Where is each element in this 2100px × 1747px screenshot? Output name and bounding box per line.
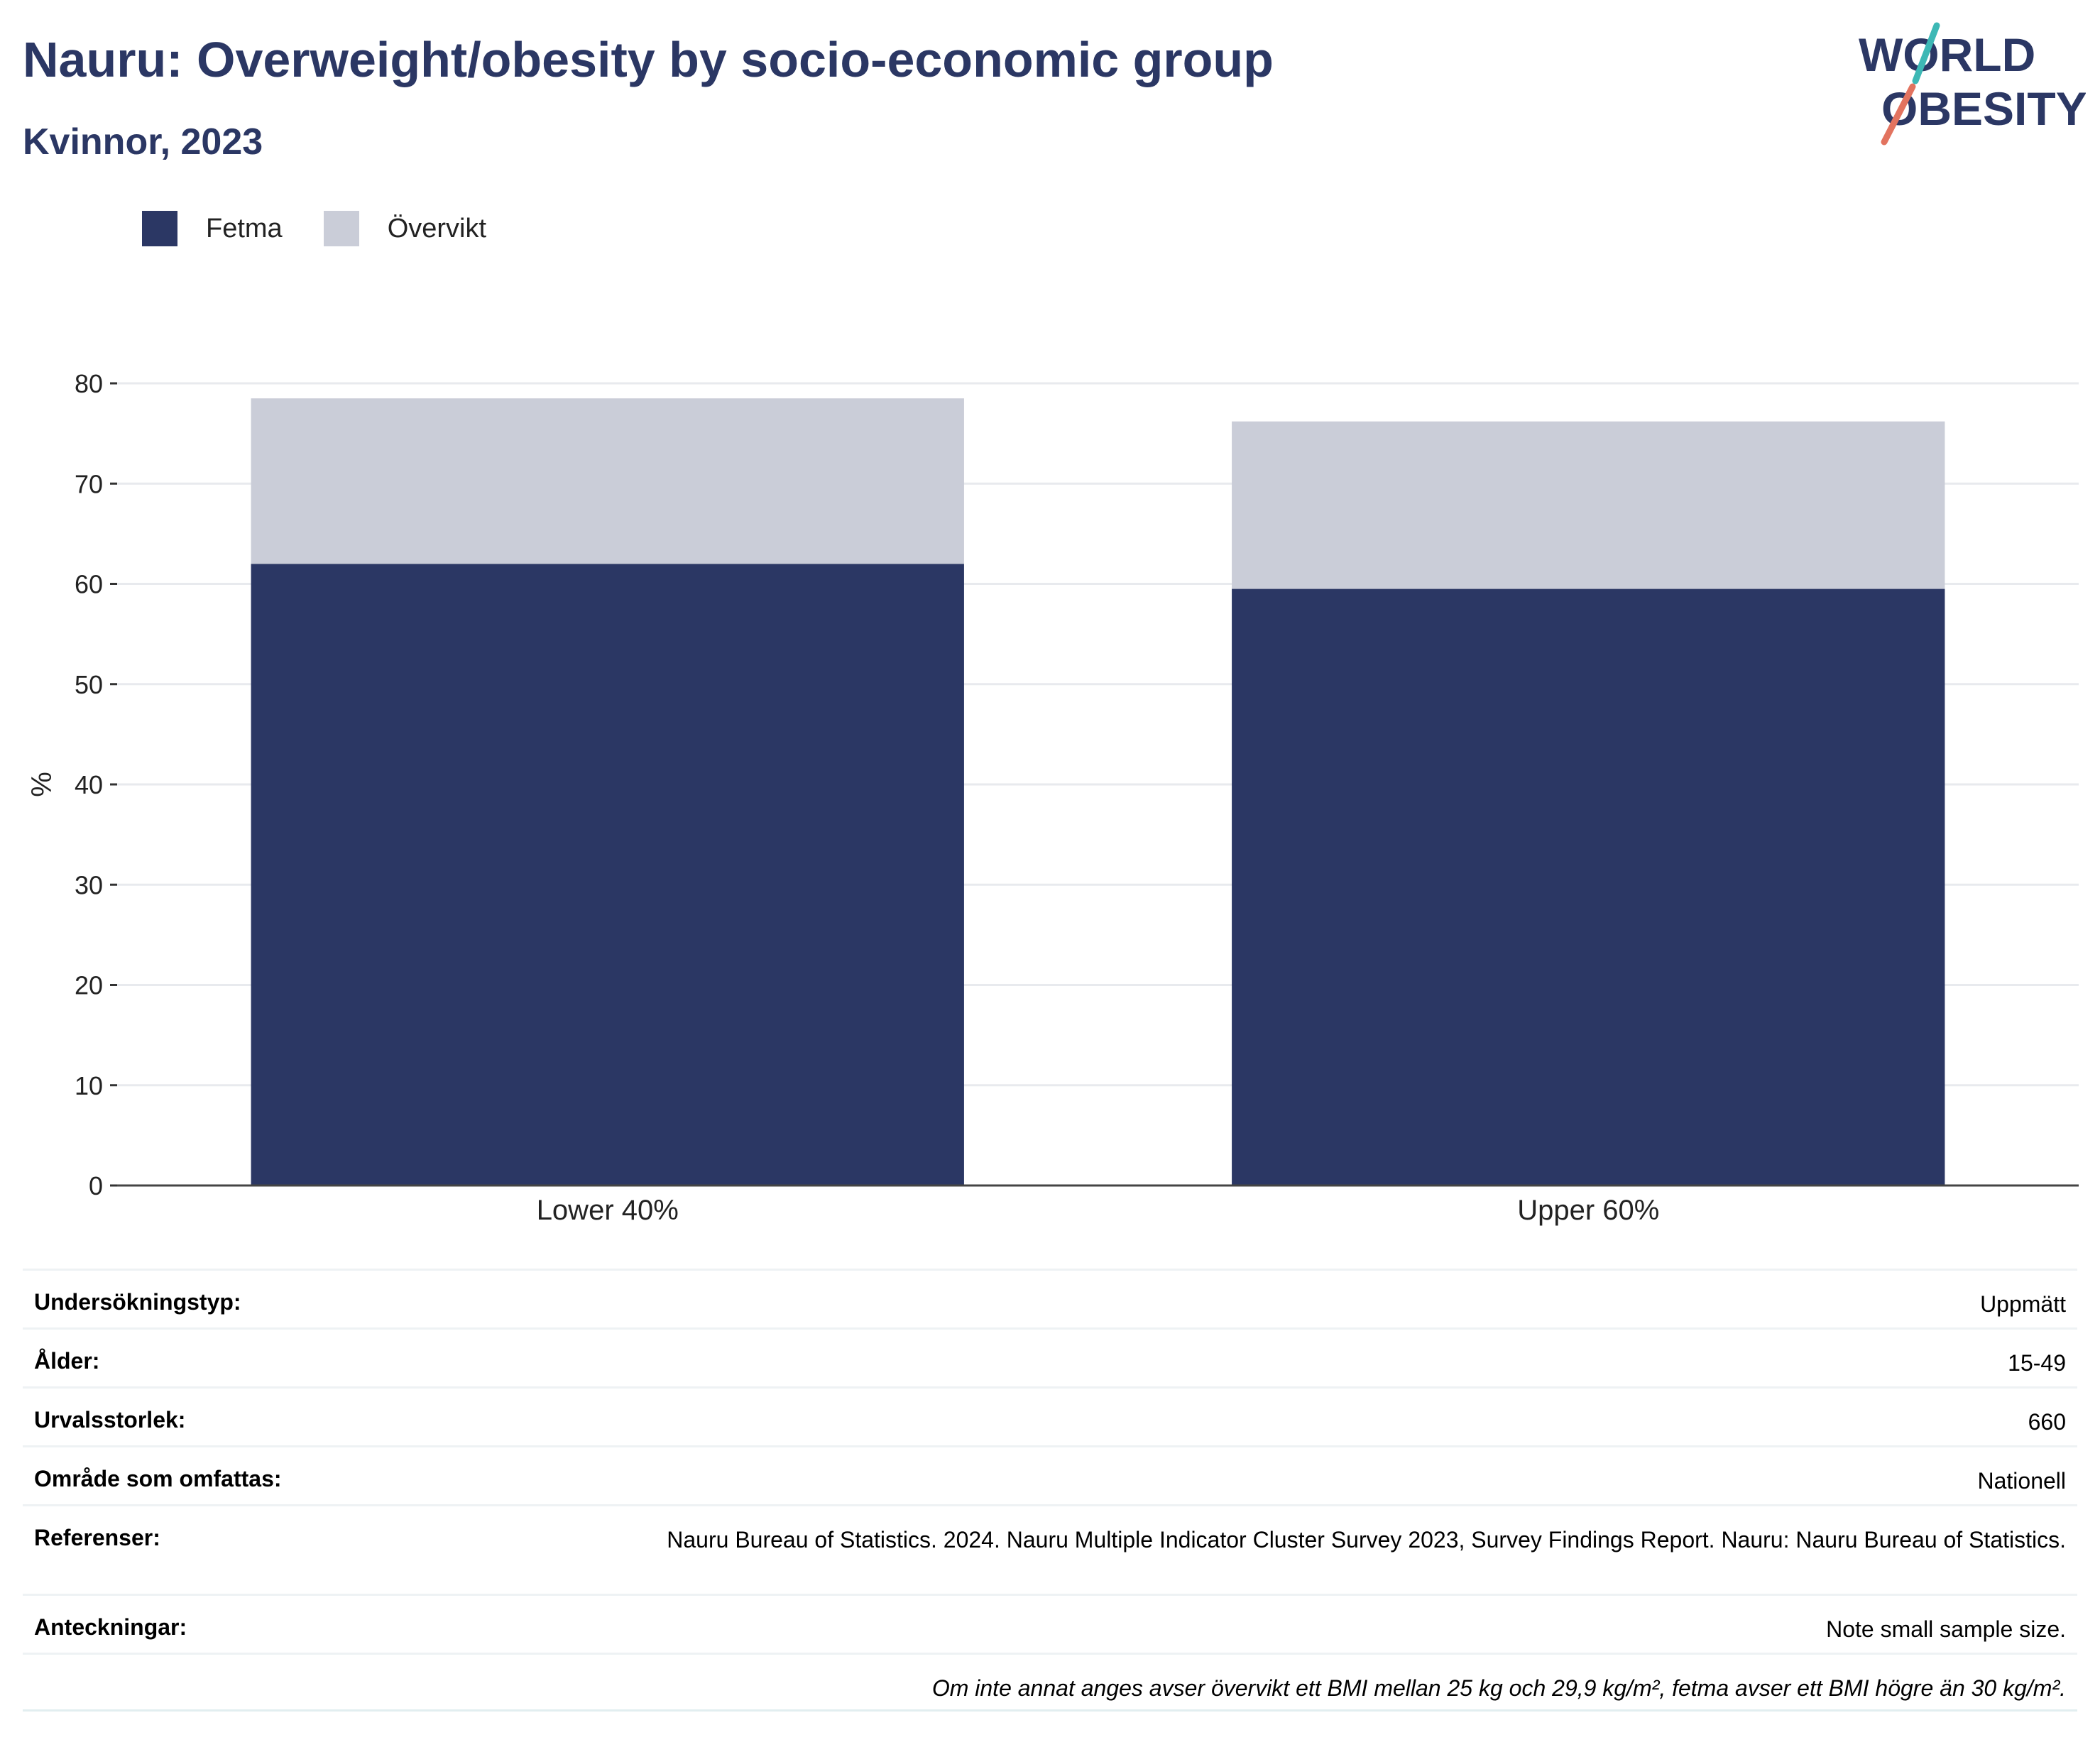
x-tick-label: Lower 40%	[537, 1195, 679, 1226]
chart-title: Nauru: Overweight/obesity by socio-econo…	[23, 32, 1274, 87]
y-tick-label: 20	[75, 971, 103, 1000]
legend-label: Övervikt	[387, 213, 487, 243]
svg-text:OBESITY: OBESITY	[1881, 82, 2086, 135]
info-label: Urvalsstorlek:	[34, 1407, 186, 1433]
info-label: Anteckningar:	[34, 1614, 187, 1640]
legend: Fetma Övervikt	[142, 210, 527, 247]
info-value: 15-49	[2008, 1350, 2066, 1376]
info-row: Anteckningar: Note small sample size.	[23, 1594, 2077, 1653]
bar-segment--vervikt	[251, 398, 964, 564]
y-tick-label: 70	[75, 469, 103, 498]
legend-item-fetma[interactable]: Fetma	[142, 211, 283, 246]
y-tick-label: 60	[75, 570, 103, 599]
y-axis-label: %	[26, 772, 58, 797]
y-tick-label: 30	[75, 870, 103, 899]
legend-swatch-fetma	[142, 211, 177, 246]
info-value: Nauru Bureau of Statistics. 2024. Nauru …	[667, 1527, 2066, 1552]
info-table: Undersökningstyp: Uppmätt Ålder: 15-49 U…	[23, 1269, 2077, 1712]
legend-swatch-overvikt	[323, 211, 359, 246]
legend-item-overvikt[interactable]: Övervikt	[323, 211, 487, 246]
y-tick-label: 40	[75, 770, 103, 799]
y-tick-label: 80	[75, 369, 103, 398]
bar-segment--vervikt	[1232, 421, 1945, 589]
info-row: Undersökningstyp: Uppmätt	[23, 1269, 2077, 1327]
y-tick-label: 10	[75, 1071, 103, 1100]
x-tick-label: Upper 60%	[1517, 1195, 1659, 1226]
info-value: Note small sample size.	[1826, 1616, 2066, 1642]
bar-segment-fetma	[1232, 588, 1945, 1185]
stacked-bar-chart: 0 10 20 30 40 50 60 70 80% Lower 40% Upper 60%	[26, 369, 2079, 1226]
info-row: Urvalsstorlek: 660	[23, 1386, 2077, 1445]
world-obesity-logo: WORLD OBESITY	[1859, 22, 2086, 146]
info-label: Ålder:	[34, 1348, 100, 1374]
svg-text:WORLD: WORLD	[1859, 28, 2035, 81]
info-label: Område som omfattas:	[34, 1466, 282, 1491]
legend-label: Fetma	[206, 213, 283, 243]
chart-subtitle: Kvinnor, 2023	[23, 121, 263, 163]
info-row: Område som omfattas: Nationell	[23, 1445, 2077, 1504]
y-tick-label: 50	[75, 670, 103, 699]
info-row: Ålder: 15-49	[23, 1327, 2077, 1386]
info-value: Uppmätt	[1980, 1291, 2066, 1317]
info-row: Om inte annat anges avser övervikt ett B…	[23, 1653, 2077, 1712]
info-value: 660	[2028, 1409, 2066, 1435]
info-label: Undersökningstyp:	[34, 1289, 241, 1315]
info-label: Referenser:	[34, 1525, 160, 1550]
bar-segment-fetma	[251, 564, 964, 1185]
y-tick-label: 0	[89, 1171, 103, 1200]
info-value: Nationell	[1977, 1468, 2066, 1494]
info-row: Referenser: Nauru Bureau of Statistics. …	[23, 1504, 2077, 1594]
definition-note: Om inte annat anges avser övervikt ett B…	[931, 1675, 2066, 1701]
